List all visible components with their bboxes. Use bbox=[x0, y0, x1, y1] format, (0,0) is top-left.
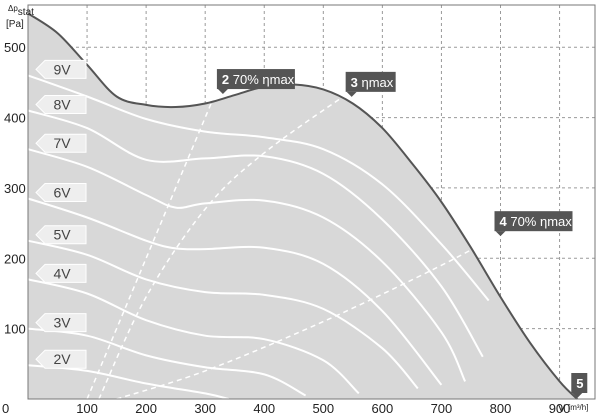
voltage-label-text: 4V bbox=[53, 265, 71, 281]
envelope-line bbox=[27, 12, 578, 400]
voltage-curve-9V bbox=[27, 74, 490, 302]
x-tick-100: 100 bbox=[76, 401, 98, 415]
voltage-curve-5V bbox=[27, 239, 419, 390]
marker-number: 3 bbox=[351, 75, 358, 90]
voltage-curves bbox=[27, 74, 490, 400]
marker-number: 5 bbox=[576, 376, 583, 391]
marker-text: 70% ηmax bbox=[229, 72, 295, 87]
x-tick-labels: 0 100 200 300 400 500 600 700 800 900 bbox=[2, 401, 570, 415]
voltage-labels: 9V 8V 7V 6V 5V 4V 3V 2V bbox=[35, 59, 87, 369]
voltage-label-text: 5V bbox=[53, 227, 71, 243]
marker-pointer bbox=[346, 91, 357, 97]
marker-pointer bbox=[495, 231, 506, 237]
y-axis-label-main: Δp bbox=[8, 4, 18, 13]
y-axis-label-sub: stat bbox=[18, 7, 34, 18]
efficiency-line-3 bbox=[116, 229, 507, 400]
voltage-curve-6V bbox=[27, 197, 443, 386]
marker-text: 70% ηmax bbox=[507, 214, 573, 229]
marker-box bbox=[216, 69, 295, 90]
x-tick-600: 600 bbox=[372, 401, 394, 415]
voltage-label-8V: 8V bbox=[35, 95, 87, 115]
voltage-label-3V: 3V bbox=[35, 313, 87, 333]
marker-pointer bbox=[217, 89, 228, 95]
marker-label: 5 bbox=[576, 376, 583, 391]
marker-4: 4 70% ηmax bbox=[494, 211, 573, 237]
voltage-label-2V: 2V bbox=[35, 349, 87, 369]
efficiency-lines bbox=[86, 85, 507, 400]
voltage-label-bg bbox=[35, 59, 87, 79]
y-tick-200: 200 bbox=[4, 251, 26, 266]
voltage-label-bg bbox=[35, 133, 87, 153]
y-axis-unit: [Pa] bbox=[6, 19, 24, 30]
x-tick-800: 800 bbox=[490, 401, 512, 415]
voltage-label-text: 6V bbox=[53, 184, 71, 200]
voltage-label-text: 2V bbox=[53, 351, 71, 367]
marker-text: ηmax bbox=[358, 75, 394, 90]
y-tick-300: 300 bbox=[4, 181, 26, 196]
voltage-curve-7V bbox=[27, 148, 467, 382]
voltage-label-bg bbox=[35, 263, 87, 283]
voltage-label-text: 9V bbox=[53, 61, 71, 77]
marker-5: 5 bbox=[571, 373, 588, 398]
voltage-curve-8V bbox=[27, 109, 484, 358]
x-tick-0: 0 bbox=[2, 401, 9, 415]
marker-pointer bbox=[572, 393, 583, 398]
envelope-area bbox=[28, 13, 578, 400]
y-tick-400: 400 bbox=[4, 111, 26, 126]
y-tick-500: 500 bbox=[4, 40, 26, 55]
efficiency-line-1 bbox=[86, 89, 218, 400]
voltage-curve-4V bbox=[27, 278, 360, 395]
voltage-label-6V: 6V bbox=[35, 182, 87, 202]
marker-number: 2 bbox=[222, 72, 229, 87]
plot-frame bbox=[27, 4, 596, 400]
y-axis-label: Δpstat bbox=[8, 4, 34, 18]
voltage-label-7V: 7V bbox=[35, 133, 87, 153]
marker-box bbox=[494, 211, 573, 232]
voltage-label-text: 8V bbox=[53, 97, 71, 113]
y-tick-labels: 100 200 300 400 500 bbox=[4, 40, 26, 336]
x-tick-700: 700 bbox=[431, 401, 453, 415]
marker-box bbox=[571, 373, 588, 393]
marker-label: 3 ηmax bbox=[351, 75, 394, 90]
voltage-label-4V: 4V bbox=[35, 263, 87, 283]
voltage-label-text: 3V bbox=[53, 315, 71, 331]
x-axis-label: V bbox=[558, 403, 566, 415]
voltage-curve-3V bbox=[27, 327, 307, 397]
voltage-label-bg bbox=[35, 349, 87, 369]
voltage-label-text: 7V bbox=[53, 135, 71, 151]
marker-box bbox=[345, 71, 396, 92]
x-tick-500: 500 bbox=[312, 401, 334, 415]
marker-number: 4 bbox=[500, 214, 508, 229]
x-tick-300: 300 bbox=[194, 401, 216, 415]
marker-label: 4 70% ηmax bbox=[500, 214, 573, 229]
marker-2: 2 70% ηmax bbox=[216, 69, 295, 95]
voltage-label-9V: 9V bbox=[35, 59, 87, 79]
x-axis-unit: [m³/h] bbox=[568, 403, 588, 412]
x-tick-900: 900 bbox=[549, 401, 571, 415]
voltage-label-bg bbox=[35, 182, 87, 202]
voltage-label-bg bbox=[35, 95, 87, 115]
x-tick-400: 400 bbox=[253, 401, 275, 415]
y-tick-100: 100 bbox=[4, 322, 26, 337]
voltage-label-bg bbox=[35, 225, 87, 245]
efficiency-line-2 bbox=[98, 85, 360, 400]
markers: 2 70% ηmax 3 ηmax 4 70% ηmax 5 bbox=[216, 69, 588, 398]
x-tick-200: 200 bbox=[135, 401, 157, 415]
voltage-label-bg bbox=[35, 313, 87, 333]
voltage-label-5V: 5V bbox=[35, 225, 87, 245]
marker-3: 3 ηmax bbox=[345, 71, 396, 97]
marker-label: 2 70% ηmax bbox=[222, 72, 295, 87]
